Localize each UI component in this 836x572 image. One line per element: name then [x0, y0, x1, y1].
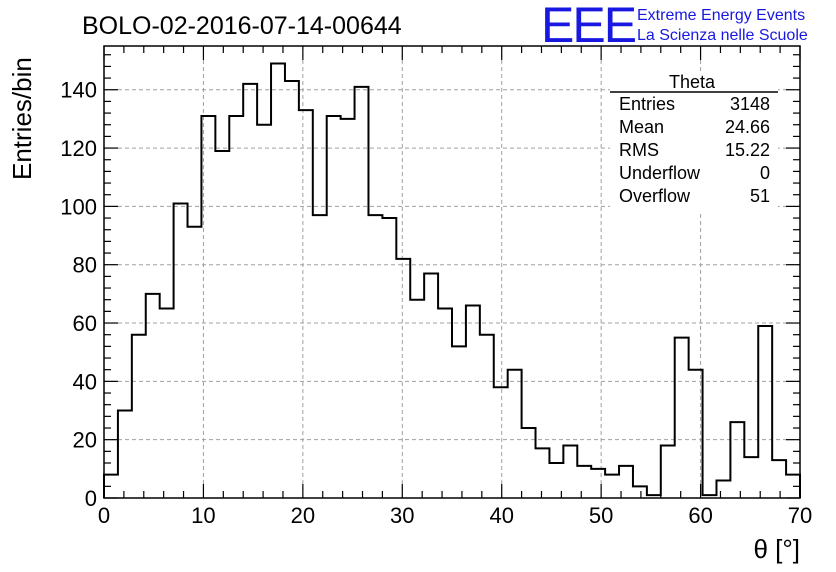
stats-label-rms: RMS: [619, 140, 659, 160]
grid: [104, 46, 800, 498]
x-tick-label: 40: [489, 503, 513, 528]
y-axis-label: Entries/bin: [7, 57, 37, 180]
y-tick-label: 120: [60, 136, 97, 161]
x-tick-label: 20: [291, 503, 315, 528]
axis-ticks: [103, 46, 801, 499]
y-tick-label: 60: [73, 311, 97, 336]
stats-box-title: Theta: [669, 72, 716, 92]
logo-line-2: La Scienza nelle Scuole: [637, 27, 808, 44]
plot-frame: [103, 45, 801, 499]
stats-box: Theta Entries 3148 Mean 24.66 RMS 15.22 …: [610, 72, 778, 212]
y-tick-label: 40: [73, 369, 97, 394]
x-tick-label: 0: [98, 503, 110, 528]
stats-label-underflow: Underflow: [619, 163, 701, 183]
y-tick-label: 80: [73, 253, 97, 278]
tick-labels: 0 10 20 30 40 50 60 70 0 20 40 60 80 100 120 140: [60, 78, 812, 528]
x-tick-label: 10: [191, 503, 215, 528]
x-tick-label: 70: [788, 503, 812, 528]
stats-value-overflow: 51: [750, 186, 770, 206]
x-tick-label: 50: [589, 503, 613, 528]
stats-value-rms: 15.22: [725, 140, 770, 160]
logo-line-1: Extreme Energy Events: [637, 7, 805, 24]
stats-label-overflow: Overflow: [619, 186, 691, 206]
x-axis-label: θ [°]: [753, 534, 800, 564]
x-tick-label: 30: [390, 503, 414, 528]
logo-mark: EEE: [541, 0, 636, 53]
stats-value-underflow: 0: [760, 163, 770, 183]
chart-title: BOLO-02-2016-07-14-00644: [82, 12, 402, 40]
y-tick-label: 140: [60, 78, 97, 103]
x-tick-label: 60: [688, 503, 712, 528]
stats-label-mean: Mean: [619, 117, 664, 137]
stats-value-mean: 24.66: [725, 117, 770, 137]
stats-value-entries: 3148: [730, 94, 770, 114]
eee-logo: EEE Extreme Energy Events La Scienza nel…: [541, 0, 808, 53]
y-tick-label: 0: [85, 486, 97, 511]
y-tick-label: 20: [73, 428, 97, 453]
histogram-series: [103, 62, 801, 498]
y-tick-label: 100: [60, 194, 97, 219]
stats-box-background: [610, 72, 778, 212]
stats-label-entries: Entries: [619, 94, 675, 114]
